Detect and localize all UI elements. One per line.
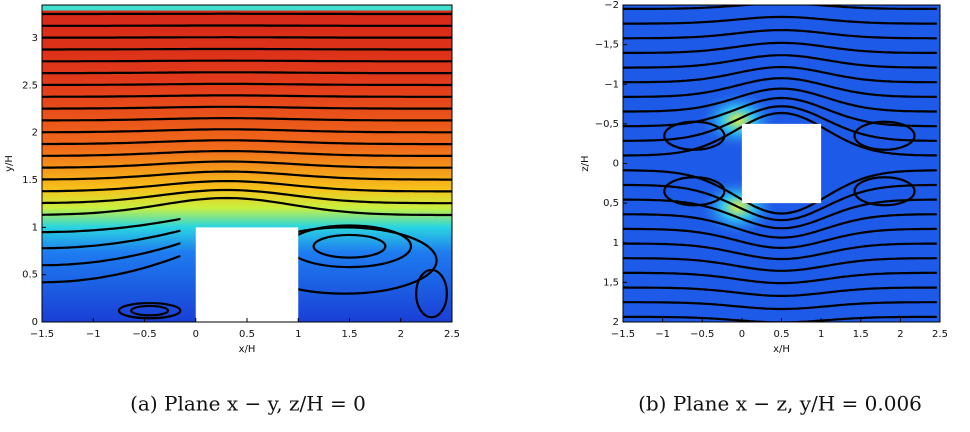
y-tick-label: 2 [613, 317, 619, 328]
x-tick-label: 0.5 [774, 329, 790, 340]
y-tick-label: 0 [32, 317, 38, 328]
y-tick-label: −2 [604, 0, 619, 11]
streamline [42, 229, 181, 250]
streamline [623, 41, 937, 54]
vortex [853, 120, 916, 151]
x-tick-label: −0.5 [690, 329, 714, 340]
streamline [42, 217, 181, 234]
x-tick-label: 0 [193, 329, 199, 340]
streamline [623, 183, 937, 222]
streamline [42, 47, 452, 51]
vortex [130, 304, 170, 317]
obstacle [741, 123, 822, 204]
vortex [853, 176, 916, 207]
y-tick-label: 3 [32, 33, 38, 44]
x-tick-label: 1.5 [342, 329, 358, 340]
streamline [623, 87, 937, 113]
x-axis-label: x/H [773, 344, 790, 355]
streamline [623, 301, 937, 311]
streamline [42, 139, 452, 146]
x-axis-label: x/H [239, 344, 256, 355]
streamline [623, 15, 937, 25]
streamline [42, 254, 181, 284]
streamline [623, 65, 937, 84]
streamline [623, 29, 937, 40]
streamline [42, 94, 452, 98]
y-tick-label: −1,5 [595, 40, 619, 51]
streamline [623, 77, 937, 98]
streamline [623, 111, 937, 157]
y-tick-label: −1 [604, 79, 619, 90]
x-tick-label: −1.5 [30, 329, 54, 340]
x-tick-label: −1.5 [611, 329, 635, 340]
streamline [623, 271, 937, 285]
streamline [623, 257, 937, 272]
caption: (a) Plane x − y, z/H = 0 [130, 392, 366, 416]
y-tick-label: 0.5 [22, 270, 38, 281]
streamline [42, 180, 452, 193]
vortex [415, 268, 448, 319]
streamline [42, 71, 452, 75]
x-tick-label: 2.5 [444, 329, 460, 340]
vortex [663, 176, 726, 207]
streamline [623, 169, 937, 215]
field [623, 5, 940, 322]
y-axis-label: y/H [4, 155, 15, 172]
streamline [623, 242, 937, 261]
streamline [42, 105, 452, 110]
streamline [42, 59, 452, 63]
field [42, 5, 452, 322]
x-tick-label: 2 [897, 329, 903, 340]
y-tick-label: −0,5 [595, 119, 619, 130]
x-tick-label: 2.5 [932, 329, 948, 340]
x-tick-label: −1 [655, 329, 670, 340]
x-tick-label: −1 [86, 329, 101, 340]
y-tick-label: 1 [32, 222, 38, 233]
panel: −1.5 −1 −0.5 0 0.5 1 1.5 2 2.5 −2 −1,5 −1 −0,5 0 0,5 1 1… [580, 0, 948, 416]
y-tick-label: 0 [613, 159, 619, 170]
streamline [42, 242, 181, 267]
y-tick-label: 1,5 [603, 277, 619, 288]
streamline [42, 128, 452, 134]
streamline [623, 105, 937, 142]
y-tick-label: 2.5 [22, 80, 38, 91]
y-tick-label: 0,5 [603, 198, 619, 209]
caption: (b) Plane x − z, y/H = 0.006 [638, 392, 922, 416]
vortex [117, 301, 182, 320]
streamline [42, 117, 452, 122]
plots: −1.5 −1 −0.5 0 0.5 1 1.5 2 2.5 0 0.5 1 1.5 2 2.5 3 x/H y/… [4, 0, 948, 416]
streamline [42, 160, 452, 169]
streamline [623, 286, 937, 297]
streamline [623, 227, 937, 250]
x-tick-label: −0.5 [132, 329, 156, 340]
x-tick-label: 0 [739, 329, 745, 340]
streamline [42, 82, 452, 87]
y-tick-label: 2 [32, 128, 38, 139]
x-tick-label: 1.5 [853, 329, 869, 340]
streamline [42, 188, 452, 205]
panel: −1.5 −1 −0.5 0 0.5 1 1.5 2 2.5 0 0.5 1 1.5 2 2.5 3 x/H y/… [4, 4, 460, 416]
x-tick-label: 1 [295, 329, 301, 340]
vortex [312, 233, 387, 259]
y-tick-label: 1.5 [22, 175, 38, 186]
obstacle [195, 227, 299, 322]
vortex [663, 120, 726, 151]
y-tick-label: 1 [613, 238, 619, 249]
streamline [42, 196, 452, 217]
streamline [623, 5, 937, 11]
y-axis-label: z/H [580, 155, 591, 171]
x-tick-label: 0.5 [239, 329, 255, 340]
streamline [42, 149, 452, 157]
streamline [623, 315, 937, 322]
x-tick-label: 2 [398, 329, 404, 340]
x-tick-label: 1 [818, 329, 824, 340]
streamline [42, 170, 452, 181]
streamline [623, 54, 937, 69]
streamline [623, 213, 937, 239]
